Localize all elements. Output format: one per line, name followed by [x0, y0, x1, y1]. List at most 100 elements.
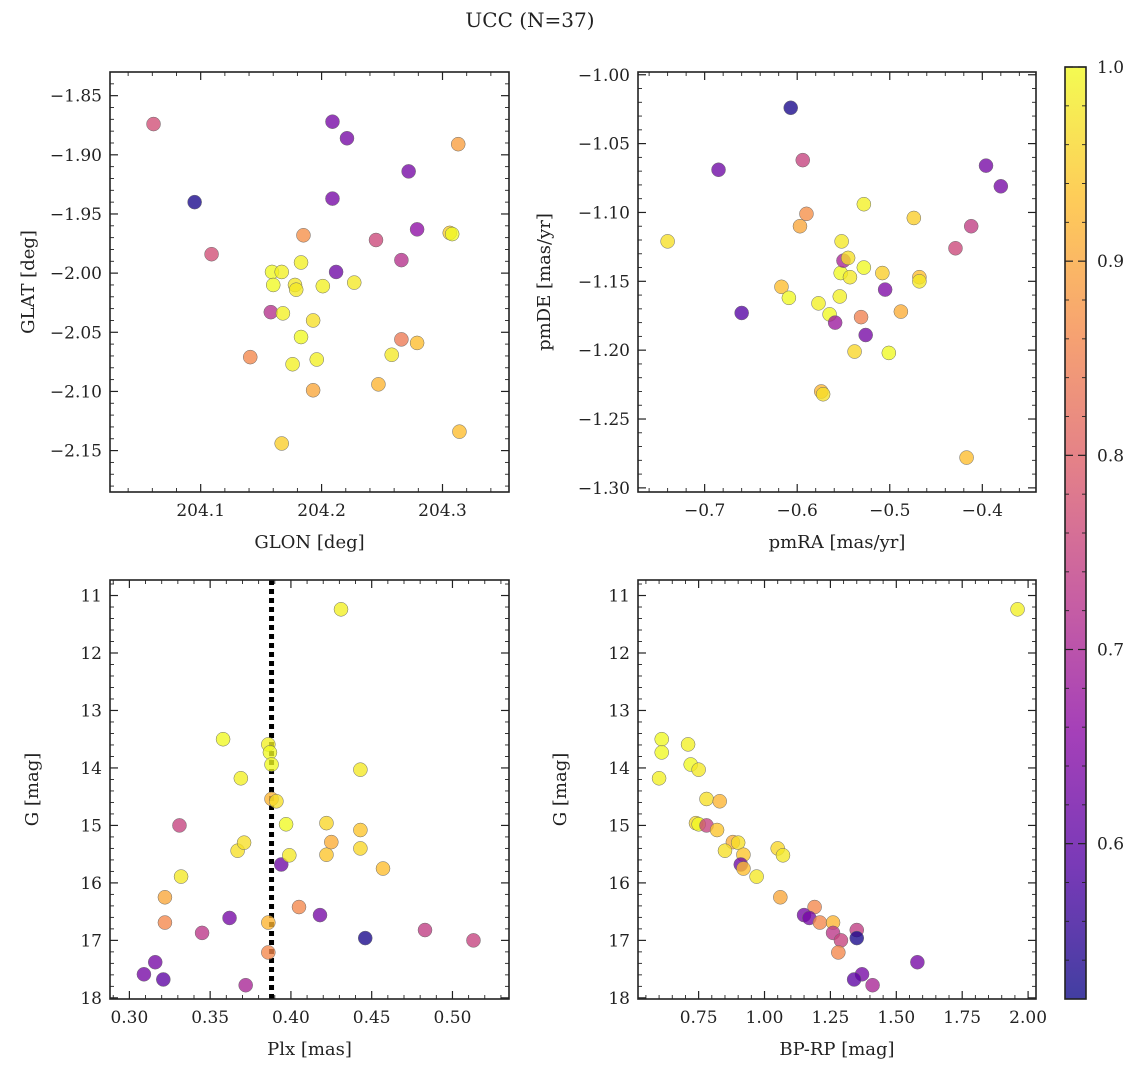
y-tick-label: 13 — [608, 701, 630, 721]
colorbar-tick-label: 0.6 — [1097, 835, 1124, 855]
y-tick-label: 15 — [80, 816, 102, 836]
axes-frame — [109, 579, 510, 1000]
scatter-point — [204, 246, 219, 262]
scatter-point — [409, 335, 425, 351]
scatter-point — [840, 250, 856, 266]
y-tick-label: 18 — [608, 989, 630, 1009]
x-tick-label: 0.35 — [191, 1008, 229, 1028]
scatter-point — [842, 269, 858, 285]
colorbar-frame — [1064, 66, 1087, 1000]
scatter-point — [799, 206, 814, 222]
scatter-point — [834, 234, 849, 249]
scatter-point — [783, 100, 798, 116]
scatter-point — [711, 162, 726, 178]
scatter-point — [963, 218, 979, 234]
scatter-point — [712, 794, 727, 809]
scatter-point — [1010, 602, 1025, 617]
scatter-point — [775, 848, 791, 863]
axes-frame — [637, 579, 1037, 1000]
y-tick-label: −1.10 — [578, 203, 630, 223]
y-tick-label: 15 — [608, 816, 630, 836]
y-tick-label: −1.05 — [578, 135, 630, 155]
x-tick-label: 204.3 — [418, 501, 467, 521]
scatter-point — [293, 255, 309, 270]
scatter-point — [194, 925, 210, 941]
y-tick-label: −2.10 — [50, 382, 102, 402]
colorbar-tick-label: 0.9 — [1097, 252, 1124, 272]
scatter-point — [792, 218, 808, 234]
y-tick-label: −2.15 — [50, 442, 102, 462]
x-tick-label: 0.50 — [434, 1008, 472, 1028]
scatter-point — [833, 933, 849, 948]
scatter-point — [452, 424, 467, 439]
scatter-point — [263, 304, 279, 320]
y-tick-label: 17 — [80, 931, 102, 951]
scatter-point — [993, 179, 1009, 194]
scatter-point — [261, 945, 276, 960]
scatter-point — [222, 910, 237, 926]
y-tick-label: −1.30 — [578, 479, 630, 499]
x-tick-label: −0.4 — [962, 501, 1003, 521]
colorbar-tick-label: 1.0 — [1097, 58, 1124, 78]
scatter-points — [146, 114, 467, 451]
y-tick-label: −1.85 — [50, 87, 102, 107]
y-tick-label: 16 — [80, 874, 102, 894]
y-tick-label: 14 — [80, 759, 102, 779]
y-axis-label: pmDE [mas/yr] — [534, 213, 555, 351]
x-axis-label: GLON [deg] — [254, 532, 364, 553]
x-tick-label: 1.00 — [746, 1008, 784, 1028]
scatter-point — [261, 915, 276, 930]
scatter-point — [847, 344, 862, 359]
scatter-point — [812, 915, 828, 930]
y-tick-label: −1.15 — [578, 272, 630, 292]
x-tick-label: 0.40 — [272, 1008, 310, 1028]
y-tick-label: 11 — [80, 587, 102, 607]
scatter-point — [346, 275, 362, 290]
scatter-point — [734, 305, 749, 321]
scatter-point — [450, 136, 466, 152]
scatter-point — [781, 290, 797, 306]
scatter-point — [444, 226, 460, 242]
scatter-point — [305, 383, 321, 398]
x-tick-label: 1.25 — [811, 1008, 849, 1028]
panel-4: 0.75 1.00 1.25 1.50 1.75 2.00 11 12 13 14 15 16 17 18… — [550, 579, 1047, 1060]
x-axis-label: pmRA [mas/yr] — [769, 532, 906, 553]
scatter-point — [815, 386, 831, 402]
y-tick-label: 11 — [608, 587, 630, 607]
scatter-point — [156, 972, 171, 987]
panel-3: 0.30 0.35 0.40 0.45 0.50 11 12 13 14 15 16 17 18 Plx … — [22, 579, 510, 1060]
scatter-point — [319, 847, 334, 862]
scatter-points — [136, 602, 481, 993]
x-axis-label: BP-RP [mag] — [779, 1039, 894, 1060]
scatter-point — [215, 731, 231, 747]
scatter-point — [893, 304, 909, 319]
scatter-point — [417, 922, 433, 938]
scatter-point — [282, 848, 297, 863]
scatter-point — [273, 857, 289, 872]
scatter-point — [865, 977, 880, 993]
scatter-point — [264, 757, 279, 772]
scatter-point — [233, 771, 249, 786]
scatter-point — [394, 332, 409, 347]
scatter-point — [309, 352, 325, 367]
scatter-point — [881, 345, 897, 361]
scatter-point — [384, 347, 399, 363]
scatter-point — [368, 232, 384, 248]
x-axis-label: Plx [mas] — [267, 1039, 352, 1060]
scatter-point — [236, 835, 252, 850]
scatter-point — [394, 252, 409, 268]
scatter-point — [401, 164, 416, 179]
x-tick-label: 0.30 — [110, 1008, 148, 1028]
y-tick-label: 14 — [608, 759, 630, 779]
y-tick-label: −1.20 — [578, 341, 630, 361]
scatter-point — [312, 907, 328, 923]
colorbar-gradient — [1065, 67, 1086, 999]
scatter-point — [324, 834, 339, 850]
scatter-point — [353, 762, 368, 777]
scatter-point — [749, 869, 764, 884]
y-tick-label: 12 — [608, 644, 630, 664]
scatter-point — [877, 282, 893, 297]
scatter-point — [339, 131, 355, 146]
y-axis-label: GLAT [deg] — [18, 230, 39, 334]
scatter-point — [157, 915, 173, 930]
